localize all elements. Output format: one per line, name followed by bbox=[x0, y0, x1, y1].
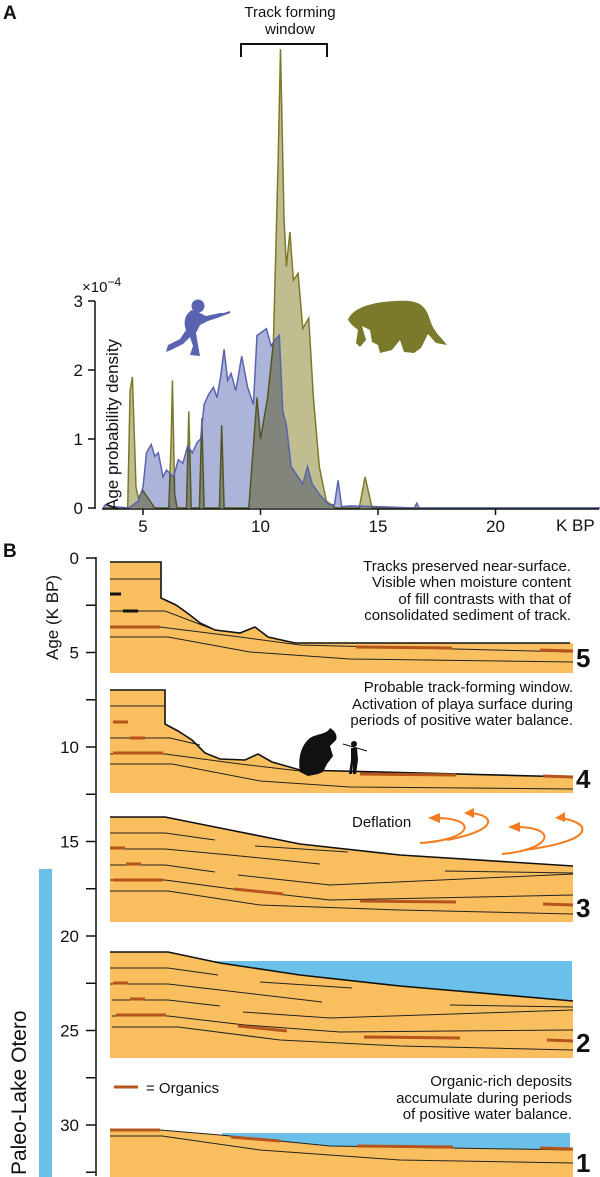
stage-number-3: 3 bbox=[576, 893, 590, 923]
stage-2-section bbox=[110, 951, 574, 1058]
stage-5-section bbox=[110, 561, 574, 673]
series-0-area bbox=[103, 49, 600, 508]
track-window-label-2: window bbox=[264, 21, 315, 38]
y-tick-label: 3 bbox=[74, 292, 83, 311]
stage5-text-2: Visible when moisture content bbox=[372, 574, 572, 591]
stage-number-2: 2 bbox=[576, 1028, 590, 1058]
x-tick-label: 5 bbox=[138, 517, 147, 536]
y-axis-label: Age probability density bbox=[103, 338, 122, 510]
age-tick-label: 5 bbox=[70, 644, 79, 663]
series-1-line bbox=[102, 327, 600, 509]
stage4-text-3: periods of positive water balance. bbox=[350, 712, 573, 729]
stage-number-4: 4 bbox=[576, 764, 591, 794]
panel-b-letter: B bbox=[3, 541, 17, 562]
paleo-lake-label: Paleo-Lake Otero bbox=[8, 1010, 31, 1175]
stage5-text-4: consolidated sediment of track. bbox=[364, 607, 571, 624]
stage1-text-1: Organic-rich deposits bbox=[430, 1073, 572, 1090]
age-tick-label: 25 bbox=[60, 1022, 79, 1041]
age-tick-label: 30 bbox=[60, 1116, 79, 1135]
y-tick-label: 0 bbox=[74, 499, 83, 518]
density-series bbox=[102, 49, 600, 509]
sloth-silhouette bbox=[299, 728, 337, 776]
age-tick-label: 0 bbox=[70, 549, 79, 568]
x-axis-label: K BP bbox=[556, 516, 595, 535]
panel-a-letter: A bbox=[3, 3, 17, 24]
deflation-label: Deflation bbox=[352, 814, 411, 831]
deflation-arrows-icon bbox=[419, 808, 584, 855]
x-tick-label: 20 bbox=[486, 517, 505, 536]
stage-number-5: 5 bbox=[576, 643, 590, 673]
human-hunter-icon bbox=[166, 299, 231, 356]
series-0-line bbox=[103, 49, 600, 509]
stage-3-section: Deflation bbox=[110, 808, 584, 922]
series-1-area bbox=[103, 328, 600, 508]
age-tick-label: 10 bbox=[60, 738, 79, 757]
y-tick-label: 2 bbox=[74, 361, 83, 380]
age-axis-label: Age (K BP) bbox=[43, 575, 62, 660]
stage1-text-2: accumulate during periods bbox=[396, 1090, 572, 1107]
track-window-bracket bbox=[240, 43, 328, 57]
stage-number-1: 1 bbox=[576, 1148, 590, 1177]
human-silhouette bbox=[342, 741, 368, 774]
stage1-text-3: of positive water balance. bbox=[403, 1106, 572, 1123]
stage5-text-3: of fill contrasts with that of bbox=[398, 591, 571, 608]
stage4-text-2: Activation of playa surface during bbox=[352, 696, 573, 713]
x-tick-label: 15 bbox=[369, 517, 388, 536]
paleo-lake-bar bbox=[39, 869, 52, 1177]
age-tick-label: 20 bbox=[60, 927, 79, 946]
giant-ground-sloth-icon bbox=[348, 300, 447, 353]
y-tick-label: 1 bbox=[74, 430, 83, 449]
stage-1-section bbox=[110, 1128, 574, 1177]
stage5-text-1: Tracks preserved near-surface. bbox=[363, 558, 571, 575]
y-multiplier: ×10−4 bbox=[82, 275, 121, 296]
x-tick-label: 10 bbox=[251, 517, 270, 536]
age-tick-label: 15 bbox=[60, 833, 79, 852]
stage-4-section bbox=[110, 689, 574, 793]
stage4-text-1: Probable track-forming window. bbox=[364, 679, 573, 696]
track-window-label-1: Track forming bbox=[244, 4, 335, 21]
organics-legend-label: = Organics bbox=[146, 1080, 219, 1097]
